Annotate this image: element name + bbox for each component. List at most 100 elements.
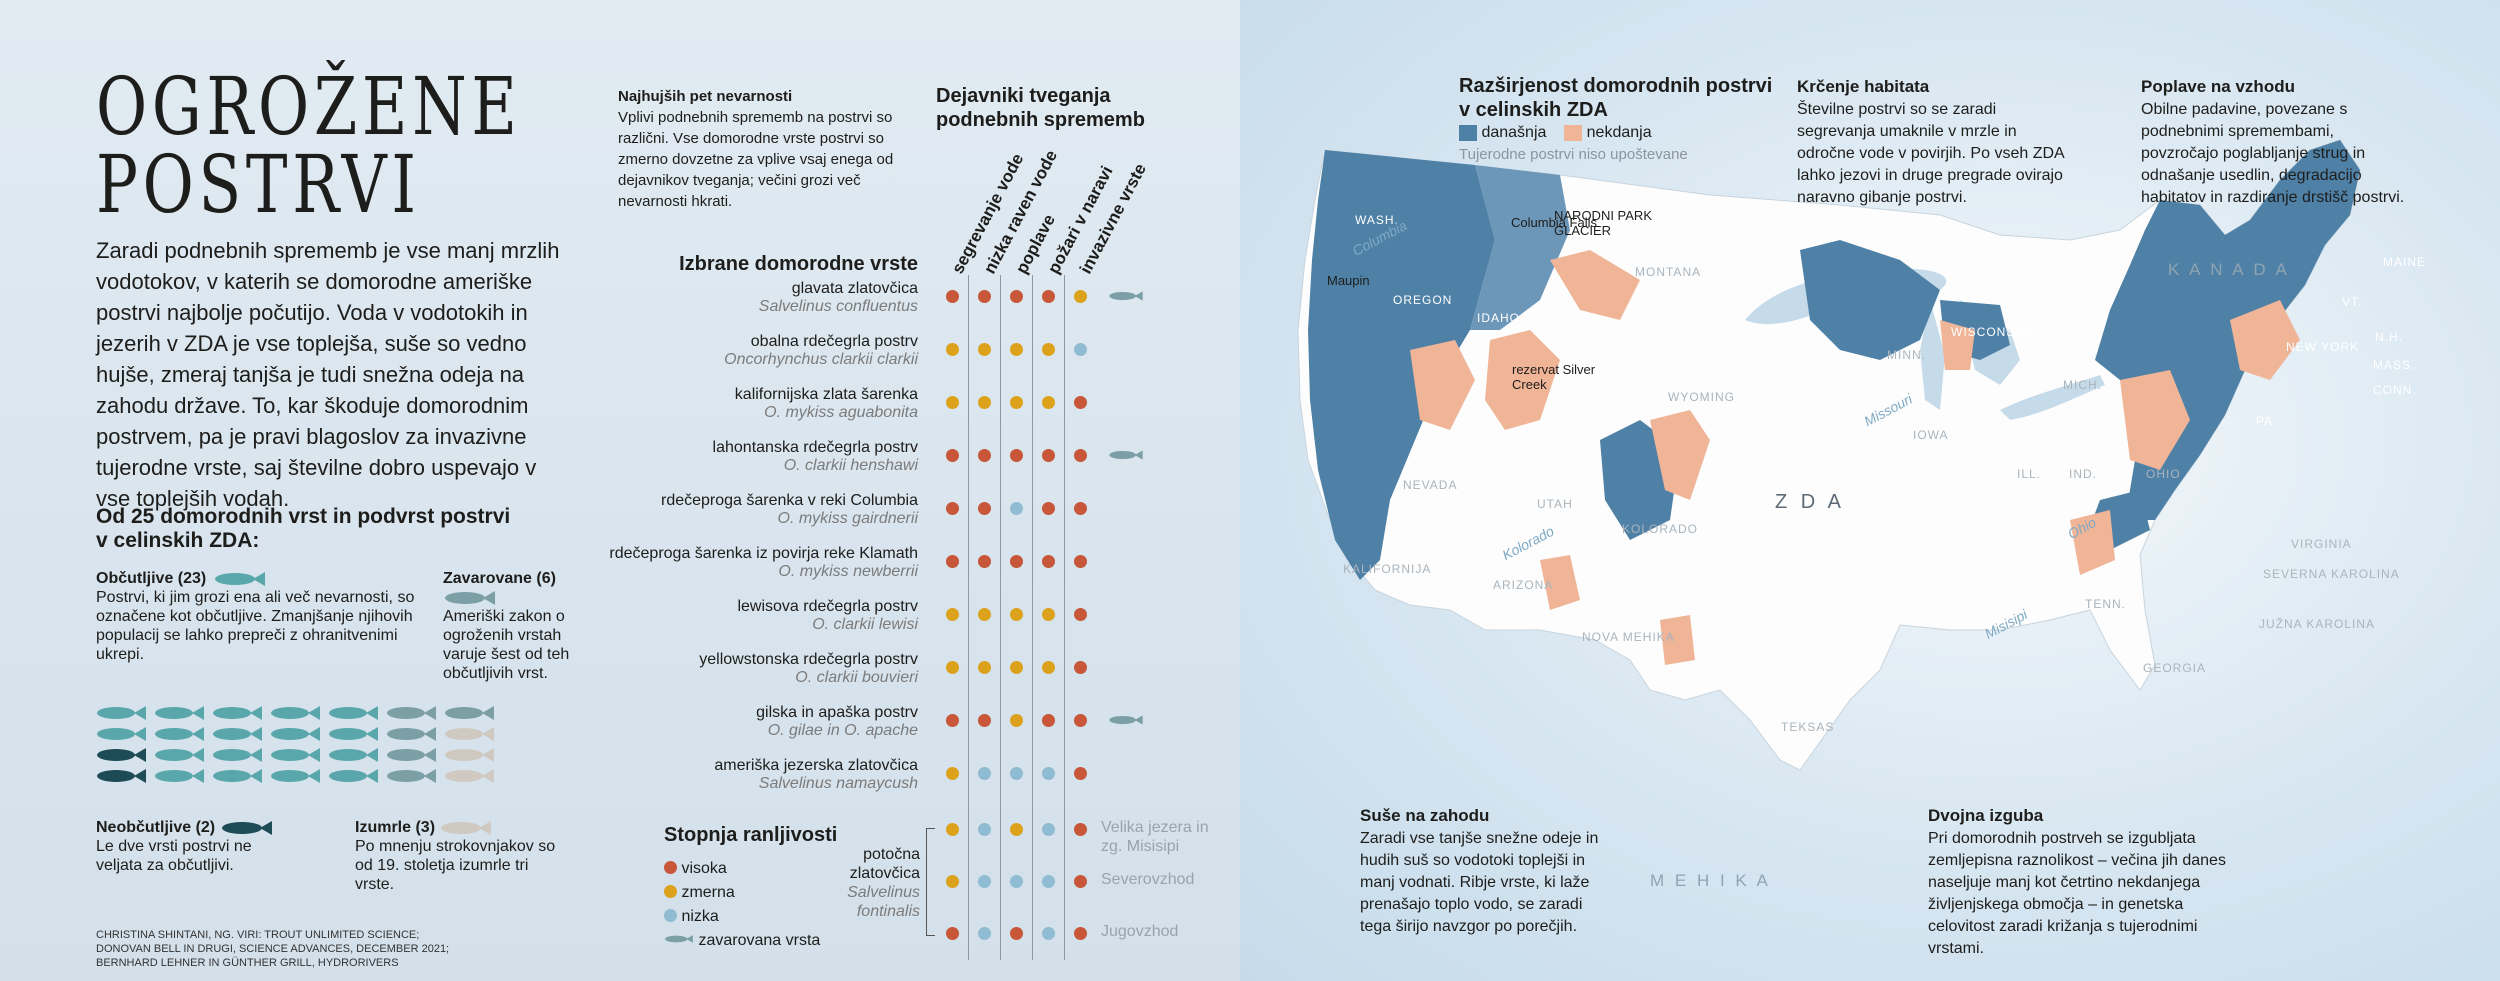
risk-dot bbox=[946, 343, 959, 356]
risk-dot bbox=[946, 823, 959, 836]
vulnerable-text: Postrvi, ki jim grozi ena ali več nevarn… bbox=[96, 589, 415, 663]
risk-dot bbox=[1010, 875, 1023, 888]
state-label-ny: NEW YORK bbox=[2286, 340, 2360, 354]
state-label-nova-mehika: NOVA MEHIKA bbox=[1582, 630, 1675, 644]
credits: CHRISTINA SHINTANI, NG. VIRI: TROUT UNLI… bbox=[96, 929, 450, 969]
habitat-text: Številne postrvi so se zaradi segrevanja… bbox=[1797, 101, 2064, 206]
risk-dot bbox=[1042, 502, 1055, 515]
fish-mark bbox=[271, 706, 320, 720]
fish-mark bbox=[97, 706, 146, 720]
risk-dot bbox=[1010, 767, 1023, 780]
risk-dot bbox=[1042, 823, 1055, 836]
high-dot bbox=[664, 861, 677, 874]
fish-mark bbox=[155, 727, 204, 741]
fish-mark bbox=[155, 769, 204, 783]
state-label-montana: MONTANA bbox=[1635, 265, 1702, 279]
state-label-iowa: IOWA bbox=[1913, 428, 1949, 442]
risk-dot bbox=[1042, 714, 1055, 727]
fish-mark bbox=[271, 727, 320, 741]
risk-dot bbox=[978, 823, 991, 836]
risk-dot bbox=[1010, 502, 1023, 515]
historic-range-california bbox=[1410, 340, 1475, 430]
extinct-label: Izumrle (3) bbox=[355, 819, 436, 836]
lake-michigan bbox=[1920, 300, 1945, 410]
fish-mark bbox=[271, 769, 320, 783]
protected-fish-icon bbox=[1109, 450, 1143, 460]
fish-icon bbox=[665, 935, 693, 943]
risk-dot bbox=[1042, 608, 1055, 621]
extinct-block: Izumrle (3) Po mnenju strokovnjakov so o… bbox=[355, 818, 565, 894]
risk-dot bbox=[978, 608, 991, 621]
fish-icon bbox=[221, 820, 272, 835]
map-note: Tujerodne postrvi niso upoštevane bbox=[1459, 146, 1688, 163]
double-loss-heading: Dvojna izguba bbox=[1928, 806, 2044, 825]
state-label-arizona: ARIZONA bbox=[1493, 578, 1554, 592]
species-name: ameriška jezerska zlatovčica Salvelinus n… bbox=[714, 757, 918, 792]
fish-mark bbox=[387, 748, 436, 762]
species-name: lahontanska rdečegrla postrv O. clarkii h… bbox=[712, 439, 918, 474]
map-legend: Razširjenost domorodnih postrvi v celins… bbox=[1459, 74, 1779, 163]
risk-dot bbox=[978, 875, 991, 888]
risk-dot bbox=[1010, 449, 1023, 462]
historic-range-southeast bbox=[2070, 510, 2115, 575]
fish-mark bbox=[387, 769, 436, 783]
state-label-wyoming: WYOMING bbox=[1668, 390, 1735, 404]
risk-dot bbox=[1074, 290, 1087, 303]
state-label-ind: IND. bbox=[2069, 467, 2097, 481]
historic-range-michigan bbox=[1940, 320, 1975, 370]
double-loss-text: Pri domorodnih postrveh se izgubljata ze… bbox=[1928, 830, 2226, 957]
state-label-kalifornija: KALIFORNIJA bbox=[1343, 562, 1432, 576]
risk-dot bbox=[1010, 555, 1023, 568]
state-label-ohio: OHIO bbox=[2146, 467, 2181, 481]
risk-dot bbox=[1074, 927, 1087, 940]
risk-dot bbox=[1042, 927, 1055, 940]
risk-dot bbox=[978, 502, 991, 515]
risk-dot bbox=[946, 290, 959, 303]
legend: Stopnja ranljivosti visoka zmerna nizka … bbox=[664, 823, 844, 953]
risk-dot bbox=[978, 290, 991, 303]
floods-text: Obilne padavine, povezane s podnebnimi s… bbox=[2141, 101, 2405, 206]
state-label-nevada: NEVADA bbox=[1403, 478, 1458, 492]
risk-dot bbox=[1074, 396, 1087, 409]
state-label-wisconsin: WISCONSIN bbox=[1951, 325, 2030, 339]
habitat-box: Krčenje habitata Številne postrvi so se … bbox=[1797, 76, 2067, 209]
top-five-heading: Najhujših pet nevarnosti bbox=[618, 88, 793, 105]
historic-range-wyoming bbox=[1550, 250, 1640, 320]
risk-dot bbox=[1010, 608, 1023, 621]
floods-heading: Poplave na vzhodu bbox=[2141, 77, 2295, 96]
species-name: kalifornijska zlata šarenka O. mykiss agu… bbox=[734, 386, 918, 421]
floods-box: Poplave na vzhodu Obilne padavine, povez… bbox=[2141, 76, 2411, 209]
state-label-minn: MINN. bbox=[1887, 348, 1926, 362]
risk-dot bbox=[1074, 714, 1087, 727]
map-heading: Razširjenost domorodnih postrvi v celins… bbox=[1459, 75, 1773, 121]
fish-mark bbox=[97, 748, 146, 762]
historic-range-appalachia bbox=[2120, 370, 2190, 470]
place-label-columbia-falls: Columbia Falls bbox=[1511, 215, 1597, 230]
brook-bracket bbox=[926, 828, 935, 936]
label-usa: Z D A bbox=[1775, 491, 1845, 513]
state-label-kolorado: KOLORADO bbox=[1622, 522, 1699, 536]
risk-dot bbox=[978, 767, 991, 780]
state-label-teksas: TEKSAS bbox=[1781, 720, 1835, 734]
legend-historic: nekdanja bbox=[1586, 124, 1652, 141]
top-five-text: Vplivi podnebnih sprememb na postrvi so … bbox=[618, 109, 894, 210]
risk-dot bbox=[946, 927, 959, 940]
column-divider bbox=[1064, 275, 1065, 960]
lead-paragraph: Zaradi podnebnih sprememb je vse manj mr… bbox=[96, 238, 560, 511]
risk-dot bbox=[1074, 343, 1087, 356]
risk-dot bbox=[1074, 502, 1087, 515]
species-count-heading: Od 25 domorodnih vrst in podvrst postrvi… bbox=[96, 505, 511, 552]
protected-text: Ameriški zakon o ogroženih vrstah varuje… bbox=[443, 608, 570, 682]
legend-moderate: zmerna bbox=[681, 884, 735, 901]
risk-dot bbox=[978, 661, 991, 674]
risk-dot bbox=[1010, 343, 1023, 356]
state-label-utah: UTAH bbox=[1537, 497, 1573, 511]
fish-mark bbox=[445, 748, 494, 762]
state-label-wash: WASH. bbox=[1355, 213, 1399, 227]
historic-swatch bbox=[1564, 124, 1583, 141]
current-range-west bbox=[1308, 150, 1495, 580]
risk-dot bbox=[1042, 396, 1055, 409]
top-five-block: Najhujših pet nevarnosti Vplivi podnebni… bbox=[618, 86, 908, 212]
risk-dot bbox=[946, 661, 959, 674]
historic-range-nevada bbox=[1485, 330, 1560, 430]
